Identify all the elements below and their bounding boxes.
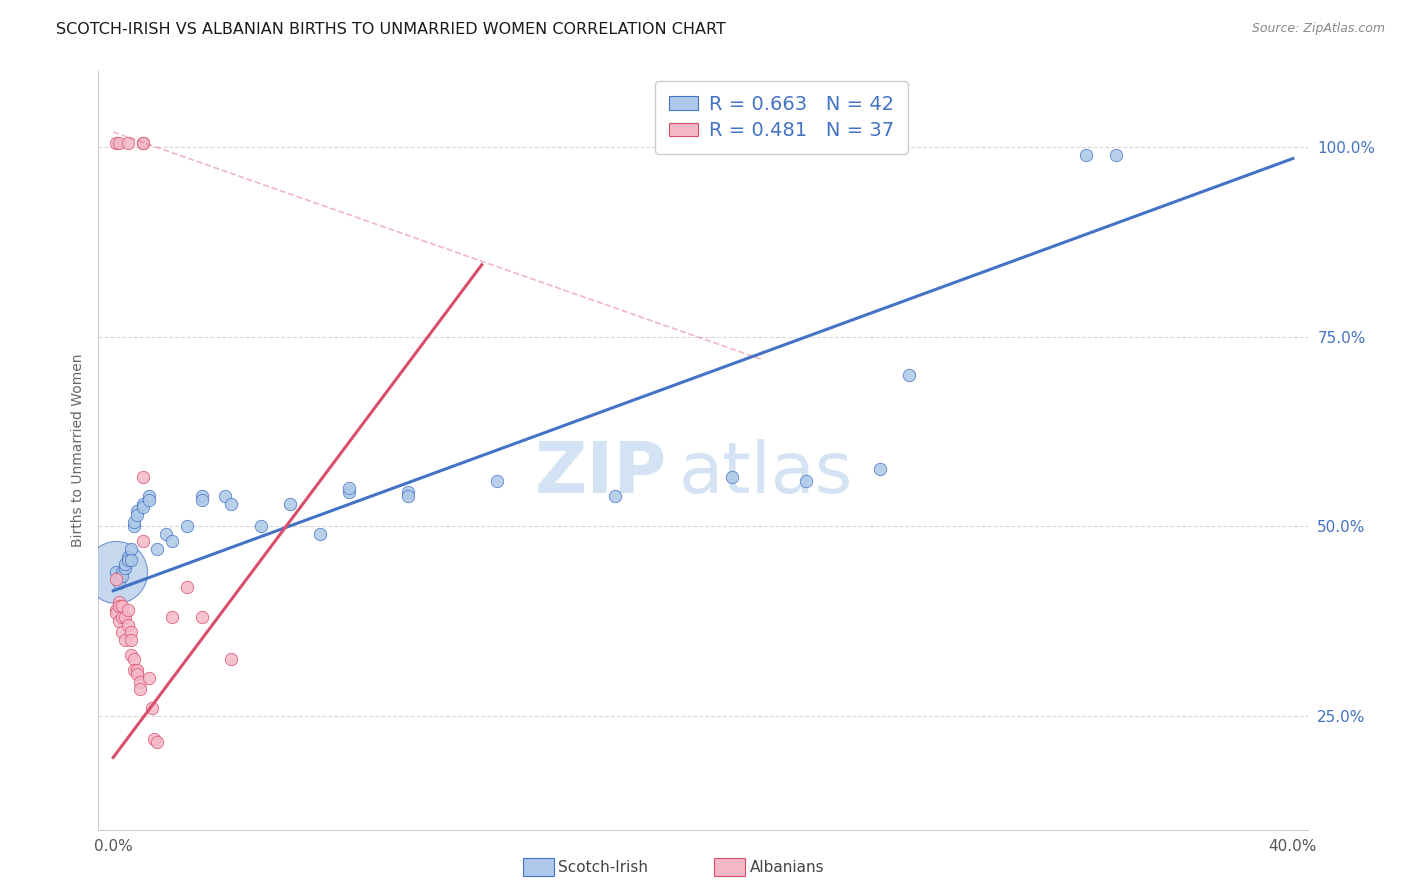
Point [105, 607, 128, 621]
Point [122, 664, 145, 678]
Point [122, 516, 145, 530]
Point [125, 504, 148, 518]
Point [141, 701, 163, 715]
Point [108, 576, 131, 591]
Y-axis label: Births to Unmarried Women: Births to Unmarried Women [70, 354, 84, 547]
Point [396, 489, 419, 503]
Point [117, 603, 139, 617]
Point [128, 682, 150, 697]
Point [131, 496, 153, 510]
Point [138, 671, 160, 685]
Point [105, 565, 128, 579]
Point [603, 489, 626, 503]
Point [111, 568, 134, 582]
Point [138, 489, 160, 503]
Point [114, 633, 136, 648]
Legend: R = 0.663   N = 42, R = 0.481   N = 37: R = 0.663 N = 42, R = 0.481 N = 37 [655, 81, 908, 154]
Point [120, 648, 142, 662]
Point [190, 610, 212, 624]
Point [176, 580, 198, 594]
Point [146, 542, 169, 557]
Point [131, 136, 153, 151]
Point [396, 485, 419, 500]
Point [111, 599, 134, 613]
Point [114, 610, 136, 624]
Point [1076, 147, 1098, 162]
Point [155, 526, 177, 541]
Point [120, 633, 142, 648]
Point [721, 470, 744, 484]
Point [125, 667, 148, 681]
Point [337, 482, 360, 496]
Point [485, 474, 508, 488]
Point [117, 549, 139, 564]
Text: atlas: atlas [679, 439, 853, 508]
Point [114, 561, 136, 575]
Point [120, 542, 142, 557]
Text: ZIP: ZIP [534, 439, 666, 508]
Point [122, 519, 145, 533]
Point [219, 496, 242, 510]
Point [869, 462, 891, 476]
Point [108, 614, 131, 628]
Point [214, 489, 236, 503]
Text: Albanians: Albanians [749, 860, 824, 874]
Point [105, 136, 128, 151]
Point [105, 573, 128, 587]
Point [337, 485, 360, 500]
Point [120, 553, 142, 567]
Point [108, 573, 131, 587]
Point [108, 595, 131, 609]
Point [131, 534, 153, 549]
Point [794, 474, 817, 488]
Point [108, 599, 131, 613]
Point [160, 610, 183, 624]
Point [308, 526, 330, 541]
Point [190, 489, 212, 503]
Point [128, 674, 150, 689]
Point [120, 625, 142, 640]
Point [138, 492, 160, 507]
Point [160, 534, 183, 549]
Point [125, 664, 148, 678]
Point [111, 625, 134, 640]
Text: Source: ZipAtlas.com: Source: ZipAtlas.com [1251, 22, 1385, 36]
Point [117, 553, 139, 567]
Point [190, 492, 212, 507]
Point [146, 735, 169, 749]
Point [278, 496, 301, 510]
Point [219, 652, 242, 666]
Text: Scotch-Irish: Scotch-Irish [558, 860, 648, 874]
Point [114, 557, 136, 572]
Point [125, 508, 148, 522]
Point [111, 610, 134, 624]
Point [131, 136, 153, 151]
Point [898, 368, 921, 382]
Point [117, 618, 139, 632]
Point [108, 136, 131, 151]
Point [117, 136, 139, 151]
Point [143, 731, 166, 746]
Point [249, 519, 271, 533]
Point [131, 470, 153, 484]
Point [176, 519, 198, 533]
Point [105, 565, 128, 579]
Text: SCOTCH-IRISH VS ALBANIAN BIRTHS TO UNMARRIED WOMEN CORRELATION CHART: SCOTCH-IRISH VS ALBANIAN BIRTHS TO UNMAR… [56, 22, 725, 37]
Point [1105, 147, 1128, 162]
Point [122, 652, 145, 666]
Point [105, 603, 128, 617]
Point [131, 500, 153, 515]
Point [111, 565, 134, 579]
